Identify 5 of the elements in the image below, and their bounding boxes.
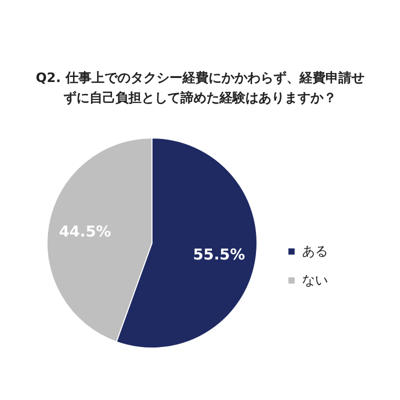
data-label: 44.5% bbox=[58, 222, 112, 240]
legend-label: ない bbox=[302, 274, 328, 288]
legend-label: ある bbox=[302, 244, 328, 260]
data-label: 55.5% bbox=[192, 246, 246, 264]
chart-title: Q2. 仕事上でのタクシー経費にかかわらず、経費申請せずに自己負担として諦めた経験はありますか？ bbox=[36, 70, 364, 106]
